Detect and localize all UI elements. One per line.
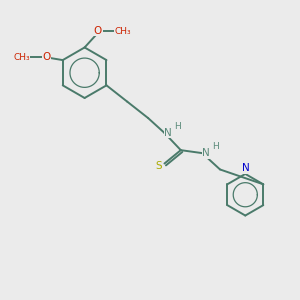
Text: N: N xyxy=(164,128,172,138)
Text: H: H xyxy=(174,122,181,131)
Text: CH₃: CH₃ xyxy=(14,52,30,62)
Text: N: N xyxy=(242,163,250,173)
Text: CH₃: CH₃ xyxy=(114,27,131,36)
Text: O: O xyxy=(42,52,50,61)
Text: O: O xyxy=(94,26,102,35)
Text: N: N xyxy=(202,148,210,158)
Text: H: H xyxy=(212,142,219,151)
Text: S: S xyxy=(156,161,162,171)
